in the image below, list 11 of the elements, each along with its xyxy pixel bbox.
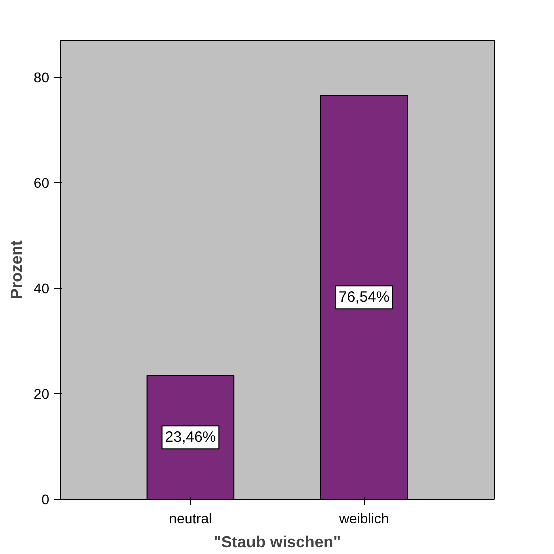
data-label: 76,54% — [338, 289, 390, 306]
y-tick-label: 60 — [34, 174, 50, 191]
y-tick-label: 80 — [34, 69, 50, 86]
x-tick-label: neutral — [169, 510, 212, 526]
y-axis-title: Prozent — [8, 240, 26, 300]
y-tick-label: 20 — [34, 386, 50, 402]
x-tick-label: weiblich — [338, 510, 390, 526]
x-axis-title: "Staub wischen" — [214, 534, 342, 552]
y-tick-label: 0 — [42, 492, 50, 508]
y-tick-label: 40 — [34, 280, 50, 296]
data-label: 23,46% — [165, 429, 216, 446]
